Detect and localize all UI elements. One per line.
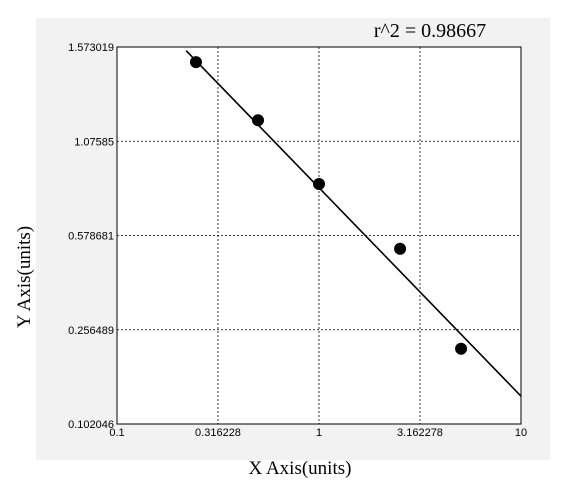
annotation: r^2 = 0.98667: [374, 20, 486, 42]
x-tick-label: 0.316228: [195, 427, 241, 439]
point: [252, 114, 265, 127]
point: [455, 342, 468, 355]
point: [394, 242, 407, 255]
x-tick-label: 3.162278: [397, 427, 443, 439]
y-tick-label: 0.102046: [68, 419, 114, 431]
y-tick-label: 1.573019: [68, 42, 114, 54]
y-tick-label: 0.578681: [68, 231, 114, 243]
y-axis-label: Y Axis(units): [14, 226, 35, 328]
y-tick-label: 1.07585: [74, 136, 114, 148]
x-tick-label: 0.1: [109, 427, 124, 439]
x-tick-label: 10: [515, 427, 527, 439]
point: [313, 178, 325, 191]
y-tick-label: 0.256489: [68, 325, 114, 337]
x-axis-label: X Axis(units): [249, 458, 352, 479]
x-tick-label: 1: [316, 427, 322, 439]
point: [189, 56, 202, 69]
fit-line: [185, 50, 522, 397]
